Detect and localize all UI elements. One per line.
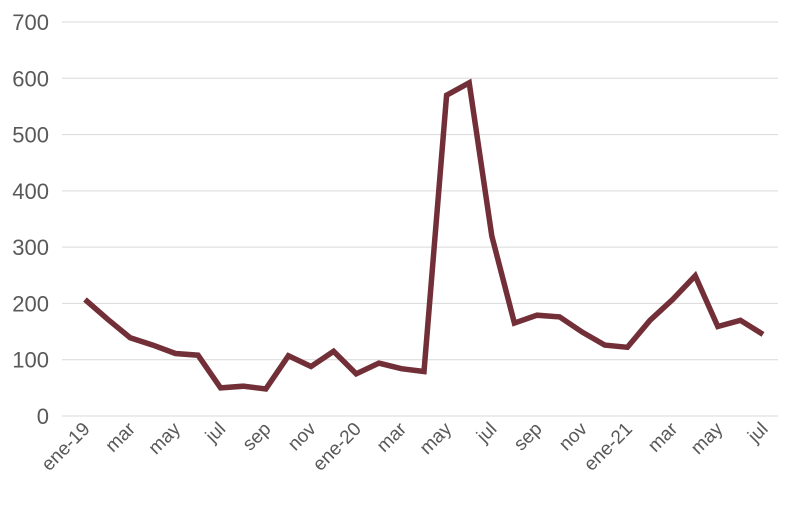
x-tick-label: mar [373,418,411,456]
series-line [83,78,765,392]
y-tick-label: 0 [37,404,49,429]
x-tick-label: mar [644,418,682,456]
x-tick-label: sep [510,419,547,456]
x-tick-label: may [145,418,186,459]
y-tick-label: 100 [12,348,49,373]
y-tick-label: 400 [12,179,49,204]
y-axis-tick-labels: 0 100 200 300 400 500 600 700 [12,10,49,429]
y-tick-label: 500 [12,123,49,148]
x-tick-label: nov [555,418,592,455]
x-tick-label: jul [744,419,773,448]
x-tick-label: sep [239,419,276,456]
gridlines [62,21,778,361]
x-tick-label: mar [102,418,140,456]
y-tick-label: 300 [12,235,49,260]
x-tick-label: ene-20 [309,419,366,476]
x-tick-label: may [687,418,728,459]
x-tick-label: jul [472,419,501,448]
y-tick-label: 600 [12,66,49,91]
y-tick-label: 700 [12,10,49,35]
x-tick-label: jul [201,419,230,448]
series-group [83,78,765,392]
x-tick-label: ene-21 [580,419,637,476]
x-tick-label: nov [284,418,321,455]
y-tick-label: 200 [12,291,49,316]
x-tick-label: may [416,418,457,459]
